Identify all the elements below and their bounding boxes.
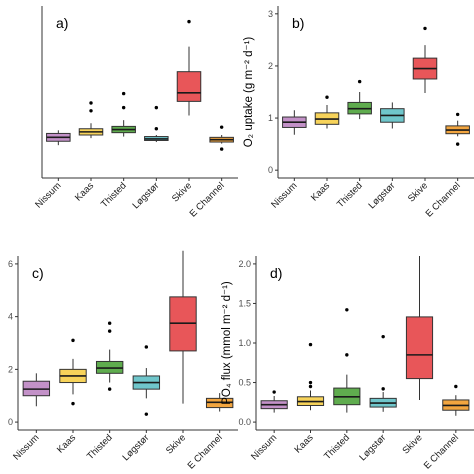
outlier-point <box>272 390 276 394</box>
y-tick-label: 0.0 <box>238 417 251 427</box>
box-nissum <box>260 390 288 413</box>
box-kaas <box>314 95 340 129</box>
outlier-point <box>107 387 112 391</box>
y-axis-label: PO₄ flux (mmol m⁻² d⁻¹) <box>221 281 233 405</box>
box-thisted <box>347 79 372 120</box>
y-tick-label: 1.5 <box>238 298 251 308</box>
outlier-point <box>121 105 126 110</box>
outlier-point <box>357 79 362 84</box>
box-løgstør <box>144 105 169 143</box>
y-tick-label: 6 <box>8 259 13 269</box>
box-løgstør <box>132 345 161 416</box>
outlier-point <box>154 127 159 131</box>
box-nissum <box>282 110 307 135</box>
y-tick-label: 2 <box>268 61 273 71</box>
outlier-point <box>219 125 224 129</box>
panel-label: a) <box>56 15 68 31</box>
box-nissum <box>46 130 71 146</box>
box-e-channel <box>209 125 234 151</box>
box-thisted <box>333 308 361 413</box>
box-skive <box>176 19 202 116</box>
outlier-point <box>121 91 126 96</box>
y-tick-label: 3 <box>268 9 273 19</box>
outlier-point <box>107 321 112 325</box>
outlier-point <box>381 387 385 391</box>
box-thisted <box>95 321 124 391</box>
y-axis-label: O₂ uptake (g m⁻² d⁻¹) <box>243 37 255 148</box>
box-løgstør <box>369 334 397 412</box>
y-tick-label: 1 <box>268 113 273 123</box>
y-tick-label: 1.0 <box>238 338 251 348</box>
outlier-point <box>154 105 159 110</box>
outlier-point <box>455 142 460 146</box>
y-tick-label: 0 <box>8 417 13 427</box>
iqr-box <box>176 71 202 102</box>
box-nissum <box>22 373 51 407</box>
outlier-point <box>423 26 427 31</box>
box-kaas <box>59 338 87 406</box>
outlier-point <box>345 353 349 357</box>
outlier-point <box>107 329 112 333</box>
iqr-box <box>405 316 434 380</box>
outlier-point <box>144 345 149 349</box>
outlier-point <box>325 95 329 99</box>
outlier-point <box>345 308 349 312</box>
panel-label: b) <box>292 15 304 31</box>
box-kaas <box>296 342 325 411</box>
y-tick-label: 2 <box>8 364 13 374</box>
outlier-point <box>308 384 313 389</box>
outlier-point <box>71 338 75 343</box>
box-skive <box>169 250 197 404</box>
box-skive <box>412 26 438 94</box>
box-skive <box>405 256 434 400</box>
y-tick-label: 4 <box>8 312 13 322</box>
outlier-point <box>144 412 149 416</box>
y-tick-label: 0.5 <box>238 378 251 388</box>
box-e-channel <box>445 112 470 146</box>
outlier-point <box>71 401 75 406</box>
outlier-point <box>454 384 458 389</box>
box-kaas <box>78 101 104 139</box>
outlier-point <box>455 112 460 117</box>
box-løgstør <box>380 102 405 129</box>
outlier-point <box>89 101 93 105</box>
panel-label: c) <box>32 265 44 281</box>
outlier-point <box>187 19 191 24</box>
y-tick-label: 0 <box>268 165 273 175</box>
panel-label: d) <box>270 265 282 281</box>
outlier-point <box>89 109 93 113</box>
y-tick-label: 2.0 <box>238 259 251 269</box>
outlier-point <box>308 380 313 385</box>
outlier-point <box>308 342 313 347</box>
box-e-channel <box>205 393 234 412</box>
box-thisted <box>111 91 136 137</box>
outlier-point <box>381 334 385 339</box>
outlier-point <box>219 147 224 151</box>
box-e-channel <box>442 384 470 416</box>
